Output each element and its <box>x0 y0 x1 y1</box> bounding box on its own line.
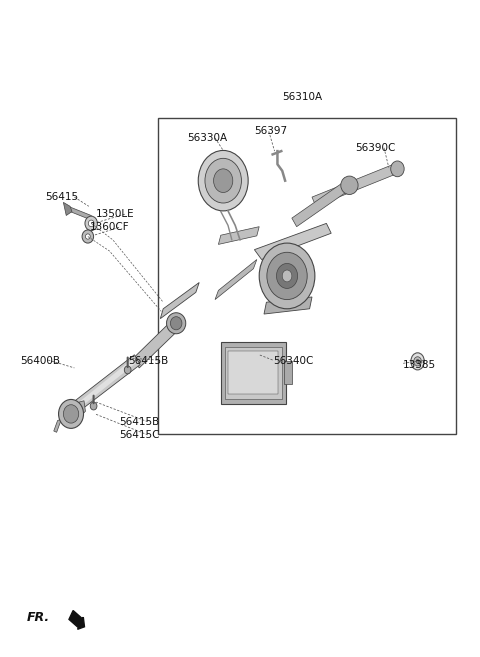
Polygon shape <box>68 206 93 221</box>
Polygon shape <box>64 357 137 418</box>
Ellipse shape <box>170 317 182 330</box>
Polygon shape <box>54 419 61 432</box>
Text: 56340C: 56340C <box>274 356 314 367</box>
Text: FR.: FR. <box>26 611 49 624</box>
Ellipse shape <box>85 234 90 239</box>
Text: 56397: 56397 <box>254 126 288 137</box>
Text: 56310A: 56310A <box>282 92 323 102</box>
Ellipse shape <box>205 158 241 203</box>
Ellipse shape <box>416 359 419 363</box>
Text: 56390C: 56390C <box>355 143 396 153</box>
Text: 56415B: 56415B <box>129 356 169 367</box>
Polygon shape <box>312 164 397 206</box>
Ellipse shape <box>259 243 315 309</box>
Polygon shape <box>63 202 72 215</box>
Ellipse shape <box>341 176 358 194</box>
Ellipse shape <box>59 399 84 428</box>
Polygon shape <box>254 223 331 260</box>
Text: 56415B: 56415B <box>119 417 159 427</box>
Text: 56330A: 56330A <box>187 133 228 143</box>
Polygon shape <box>215 260 257 300</box>
Ellipse shape <box>276 263 298 288</box>
Text: 56415C: 56415C <box>119 430 159 440</box>
Polygon shape <box>292 181 350 227</box>
Text: 56415: 56415 <box>46 192 79 202</box>
Ellipse shape <box>282 270 292 282</box>
Polygon shape <box>77 401 85 415</box>
Text: 13385: 13385 <box>403 359 436 370</box>
Ellipse shape <box>167 313 186 334</box>
Ellipse shape <box>85 216 97 231</box>
Text: 56400B: 56400B <box>20 356 60 367</box>
Bar <box>158 118 456 434</box>
Bar <box>221 342 286 404</box>
Ellipse shape <box>214 169 233 193</box>
Ellipse shape <box>124 366 131 374</box>
Ellipse shape <box>198 150 248 211</box>
FancyArrow shape <box>69 610 84 629</box>
Ellipse shape <box>411 353 424 370</box>
Ellipse shape <box>267 252 307 300</box>
Polygon shape <box>160 283 199 319</box>
Bar <box>228 351 278 394</box>
Ellipse shape <box>90 402 97 410</box>
Bar <box>225 347 282 399</box>
Polygon shape <box>133 319 180 368</box>
Polygon shape <box>264 297 312 314</box>
Text: 1360CF: 1360CF <box>90 221 130 232</box>
Polygon shape <box>61 355 140 420</box>
Ellipse shape <box>391 161 404 177</box>
Ellipse shape <box>88 220 94 227</box>
Ellipse shape <box>414 357 421 366</box>
Ellipse shape <box>82 230 94 243</box>
Polygon shape <box>218 227 259 244</box>
Ellipse shape <box>63 405 79 423</box>
Text: 1350LE: 1350LE <box>96 208 134 219</box>
Bar <box>284 361 292 384</box>
